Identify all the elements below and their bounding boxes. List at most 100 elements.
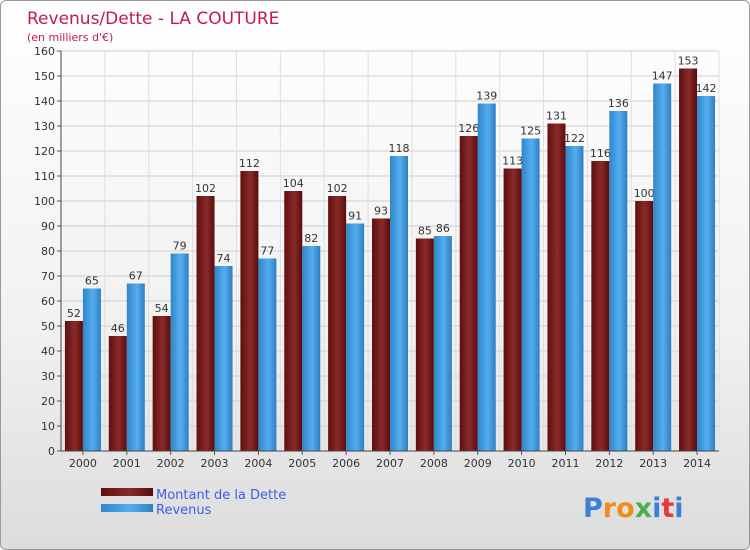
logo-letter-1: r	[603, 493, 617, 524]
legend-swatch-debt	[101, 488, 153, 496]
bar-revenus-2011	[565, 146, 584, 451]
x-tick-label-2009: 2009	[464, 457, 492, 470]
legend-label-revenus: Revenus	[156, 503, 212, 518]
proxiti-logo: Proxiti	[583, 493, 684, 524]
x-tick-label-2006: 2006	[332, 457, 360, 470]
data-label-debt-2011: 131	[546, 110, 567, 123]
x-tick-label-2001: 2001	[113, 457, 141, 470]
data-label-debt-2009: 126	[458, 122, 479, 135]
data-label-revenus-2014: 142	[696, 82, 717, 95]
y-tick-label-150: 150	[34, 70, 55, 83]
legend: Montant de la Dette Revenus	[101, 488, 286, 518]
data-label-revenus-2012: 136	[608, 97, 629, 110]
bars: 52 46 54 102 112 104 102 93 85 126 113 131 116 100 153…	[64, 55, 717, 451]
chart-title: Revenus/Dette - LA COUTURE	[27, 9, 279, 29]
data-label-revenus-2006: 91	[348, 210, 362, 223]
x-tick-label-2008: 2008	[420, 457, 448, 470]
bar-revenus-2013	[653, 83, 672, 451]
bar-revenus-2006	[346, 223, 365, 451]
x-axis: 2000 2001 2002 2003 2004 2005 2006 2007 2008 2009…	[61, 450, 719, 470]
bar-debt-2006	[328, 196, 347, 451]
y-tick-label-40: 40	[41, 345, 55, 358]
bar-debt-2008	[415, 238, 434, 451]
y-tick-label-160: 160	[34, 45, 55, 58]
y-tick-label-30: 30	[41, 370, 55, 383]
data-label-debt-2014: 153	[678, 55, 699, 68]
bar-debt-2001	[108, 336, 127, 451]
y-tick-label-100: 100	[34, 195, 55, 208]
data-label-revenus-2011: 122	[564, 132, 585, 145]
bar-debt-2013	[635, 201, 654, 451]
bar-revenus-2009	[477, 103, 496, 451]
bar-debt-2010	[503, 168, 522, 451]
data-label-debt-2000: 52	[67, 307, 81, 320]
x-tick-label-2005: 2005	[288, 457, 316, 470]
bar-revenus-2014	[697, 96, 716, 451]
bar-revenus-2003	[214, 266, 233, 451]
data-label-debt-2004: 112	[239, 157, 260, 170]
data-label-debt-2012: 116	[590, 147, 611, 160]
bar-debt-2005	[284, 191, 303, 451]
bar-debt-2007	[372, 218, 390, 451]
data-label-debt-2005: 104	[283, 177, 304, 190]
data-label-debt-2010: 113	[502, 155, 523, 168]
x-tick-label-2007: 2007	[376, 457, 404, 470]
data-label-debt-2002: 54	[155, 302, 169, 315]
data-label-debt-2001: 46	[111, 322, 125, 335]
data-label-debt-2013: 100	[634, 187, 655, 200]
bar-revenus-2000	[82, 288, 101, 451]
x-tick-label-2012: 2012	[595, 457, 623, 470]
logo-letter-6: i	[674, 493, 683, 524]
data-label-revenus-2007: 118	[389, 142, 410, 155]
legend-label-debt: Montant de la Dette	[156, 488, 286, 503]
data-label-debt-2006: 102	[327, 182, 348, 195]
bar-debt-2009	[459, 136, 478, 451]
x-tick-label-2002: 2002	[157, 457, 185, 470]
data-label-debt-2003: 102	[195, 182, 216, 195]
logo-letter-5: t	[661, 493, 674, 524]
bar-revenus-2008	[433, 236, 452, 451]
data-label-revenus-2005: 82	[304, 232, 318, 245]
logo-letter-2: o	[616, 493, 635, 524]
bar-revenus-2001	[126, 283, 145, 451]
data-label-revenus-2002: 79	[173, 240, 187, 253]
logo-letter-3: x	[635, 493, 652, 524]
x-tick-label-2010: 2010	[508, 457, 536, 470]
data-label-revenus-2004: 77	[260, 245, 274, 258]
bar-debt-2002	[152, 316, 171, 451]
bar-debt-2004	[240, 171, 259, 451]
bar-revenus-2005	[302, 246, 321, 451]
y-axis: 0 10 20 30 40 50 60 70 80 90 100 110 120 130 140 150 160	[34, 45, 62, 458]
y-tick-label-20: 20	[41, 395, 55, 408]
legend-swatch-revenus	[101, 504, 153, 512]
bar-revenus-2007	[390, 156, 408, 451]
data-label-debt-2007: 93	[374, 205, 388, 218]
y-tick-label-50: 50	[41, 320, 55, 333]
x-tick-label-2011: 2011	[551, 457, 579, 470]
y-tick-label-10: 10	[41, 420, 55, 433]
x-tick-label-2013: 2013	[639, 457, 667, 470]
logo-letter-0: P	[583, 493, 603, 524]
x-tick-label-2000: 2000	[69, 457, 97, 470]
bar-revenus-2002	[170, 253, 189, 451]
x-tick-label-2014: 2014	[683, 457, 711, 470]
data-label-revenus-2009: 139	[476, 90, 497, 103]
y-tick-label-0: 0	[48, 445, 55, 458]
bar-debt-2000	[64, 321, 83, 451]
data-label-revenus-2000: 65	[85, 275, 99, 288]
data-label-revenus-2003: 74	[217, 252, 231, 265]
y-tick-label-80: 80	[41, 245, 55, 258]
bar-debt-2011	[547, 123, 566, 451]
y-tick-label-60: 60	[41, 295, 55, 308]
bar-debt-2012	[591, 161, 610, 451]
data-label-revenus-2013: 147	[652, 70, 673, 83]
data-label-revenus-2001: 67	[129, 270, 143, 283]
y-tick-label-140: 140	[34, 95, 55, 108]
x-tick-label-2003: 2003	[201, 457, 229, 470]
y-tick-label-90: 90	[41, 220, 55, 233]
y-tick-label-120: 120	[34, 145, 55, 158]
bar-debt-2003	[196, 196, 215, 451]
data-label-revenus-2010: 125	[520, 125, 541, 138]
